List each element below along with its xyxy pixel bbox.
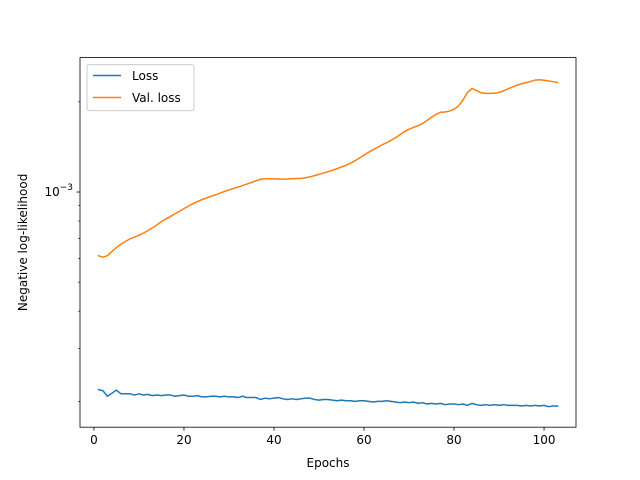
x-tick-label: 40: [266, 433, 281, 447]
plot-frame: [79, 57, 577, 428]
y-tick-label: 10−3: [44, 183, 73, 199]
legend-label-val-loss: Val. loss: [132, 91, 181, 105]
legend-label-loss: Loss: [132, 69, 158, 83]
series-line-loss: [97, 388, 559, 408]
series-layer: [97, 78, 559, 408]
x-tick-label: 20: [176, 433, 191, 447]
x-tick-label: 60: [356, 433, 371, 447]
y-axis-ticks: 10−3: [44, 101, 80, 402]
x-axis-label: Epochs: [307, 456, 350, 470]
x-tick-label: 80: [446, 433, 461, 447]
x-axis-ticks: 0 20 40 60 80 100: [90, 427, 555, 447]
legend: Loss Val. loss: [86, 64, 195, 112]
series-line-val-loss: [97, 78, 559, 258]
y-axis-label: Negative log-likelihood: [16, 174, 30, 311]
x-tick-label: 0: [90, 433, 98, 447]
x-tick-label: 100: [533, 433, 556, 447]
